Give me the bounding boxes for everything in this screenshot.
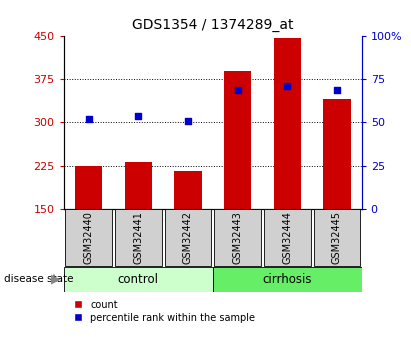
Bar xyxy=(174,171,201,209)
Bar xyxy=(323,99,351,209)
Point xyxy=(234,87,241,92)
Bar xyxy=(64,267,213,292)
Bar xyxy=(224,71,251,209)
Text: ▶: ▶ xyxy=(51,273,60,286)
Text: GSM32441: GSM32441 xyxy=(133,211,143,264)
Text: GSM32443: GSM32443 xyxy=(233,211,242,264)
Text: GSM32442: GSM32442 xyxy=(183,211,193,264)
Text: disease state: disease state xyxy=(4,274,74,284)
Bar xyxy=(125,161,152,209)
Point xyxy=(135,113,141,118)
Title: GDS1354 / 1374289_at: GDS1354 / 1374289_at xyxy=(132,18,293,32)
Bar xyxy=(164,209,211,266)
Text: control: control xyxy=(118,273,159,286)
Bar xyxy=(75,166,102,209)
Bar xyxy=(214,209,261,266)
Point xyxy=(334,87,340,92)
Point xyxy=(85,116,92,122)
Bar xyxy=(213,267,362,292)
Bar xyxy=(115,209,162,266)
Point xyxy=(185,118,191,124)
Text: GSM32444: GSM32444 xyxy=(282,211,292,264)
Legend: count, percentile rank within the sample: count, percentile rank within the sample xyxy=(73,300,255,323)
Bar xyxy=(314,209,360,266)
Text: cirrhosis: cirrhosis xyxy=(263,273,312,286)
Bar xyxy=(65,209,112,266)
Bar xyxy=(274,38,301,209)
Text: GSM32440: GSM32440 xyxy=(83,211,94,264)
Bar xyxy=(264,209,311,266)
Text: GSM32445: GSM32445 xyxy=(332,211,342,264)
Point xyxy=(284,83,291,89)
